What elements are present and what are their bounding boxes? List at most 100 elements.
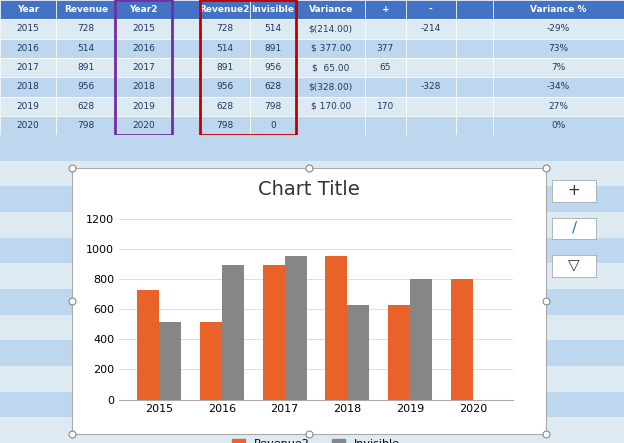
Text: ▽: ▽ bbox=[568, 259, 580, 273]
Bar bbox=[250, 39, 296, 58]
Text: 628: 628 bbox=[265, 82, 281, 91]
Bar bbox=[0, 77, 56, 97]
Bar bbox=[0, 315, 624, 340]
Bar bbox=[493, 0, 624, 19]
Bar bbox=[200, 0, 250, 19]
Bar bbox=[172, 116, 200, 135]
Text: 65: 65 bbox=[379, 63, 391, 72]
Bar bbox=[296, 0, 365, 19]
Bar bbox=[325, 256, 348, 400]
Text: 0: 0 bbox=[270, 121, 276, 130]
Text: -214: -214 bbox=[421, 24, 441, 34]
Text: 2019: 2019 bbox=[17, 101, 39, 111]
Bar bbox=[285, 256, 306, 400]
Bar bbox=[296, 116, 365, 135]
Bar bbox=[115, 0, 172, 19]
Bar bbox=[388, 305, 410, 400]
Text: 27%: 27% bbox=[548, 101, 568, 111]
Text: 2016: 2016 bbox=[17, 44, 39, 53]
Bar bbox=[493, 58, 624, 77]
Bar bbox=[115, 116, 172, 135]
Bar bbox=[456, 116, 493, 135]
Bar bbox=[296, 97, 365, 116]
Bar bbox=[222, 265, 244, 400]
Bar bbox=[115, 97, 172, 116]
Text: 956: 956 bbox=[77, 82, 94, 91]
Text: $(328.00): $(328.00) bbox=[309, 82, 353, 91]
Text: $ 377.00: $ 377.00 bbox=[311, 44, 351, 53]
Text: -34%: -34% bbox=[547, 82, 570, 91]
Bar bbox=[250, 58, 296, 77]
Bar bbox=[0, 417, 624, 443]
Text: $ 170.00: $ 170.00 bbox=[311, 101, 351, 111]
Bar bbox=[365, 97, 406, 116]
Bar bbox=[0, 0, 56, 19]
Text: 891: 891 bbox=[265, 44, 281, 53]
Bar bbox=[250, 116, 296, 135]
Bar bbox=[200, 322, 222, 400]
Bar bbox=[115, 0, 172, 135]
Bar bbox=[115, 39, 172, 58]
Bar bbox=[172, 39, 200, 58]
Bar bbox=[172, 0, 200, 19]
Bar bbox=[56, 39, 115, 58]
Bar bbox=[451, 280, 473, 400]
Bar bbox=[493, 116, 624, 135]
Text: 514: 514 bbox=[77, 44, 94, 53]
Bar bbox=[172, 58, 200, 77]
Bar bbox=[456, 39, 493, 58]
Bar bbox=[200, 116, 250, 135]
Text: -: - bbox=[429, 5, 432, 14]
Bar bbox=[406, 77, 456, 97]
Bar bbox=[406, 97, 456, 116]
Text: +: + bbox=[381, 5, 389, 14]
Bar bbox=[365, 77, 406, 97]
Text: 2016: 2016 bbox=[132, 44, 155, 53]
Text: 2018: 2018 bbox=[17, 82, 39, 91]
Bar bbox=[365, 58, 406, 77]
Text: 2015: 2015 bbox=[132, 24, 155, 34]
Text: 170: 170 bbox=[377, 101, 394, 111]
Bar bbox=[115, 77, 172, 97]
Bar bbox=[172, 19, 200, 39]
Bar bbox=[0, 289, 624, 315]
Text: 2019: 2019 bbox=[132, 101, 155, 111]
Text: 377: 377 bbox=[377, 44, 394, 53]
Bar bbox=[172, 77, 200, 97]
Bar bbox=[493, 39, 624, 58]
Bar bbox=[296, 39, 365, 58]
Text: ∕: ∕ bbox=[572, 221, 577, 236]
Text: 7%: 7% bbox=[551, 63, 566, 72]
Text: 2020: 2020 bbox=[132, 121, 155, 130]
Text: 891: 891 bbox=[216, 63, 233, 72]
Text: 728: 728 bbox=[77, 24, 94, 34]
Bar bbox=[0, 135, 624, 161]
Bar bbox=[0, 19, 56, 39]
Text: Year2: Year2 bbox=[129, 5, 158, 14]
Text: 0%: 0% bbox=[551, 121, 566, 130]
Bar bbox=[200, 39, 250, 58]
Bar bbox=[493, 97, 624, 116]
Bar bbox=[0, 340, 624, 366]
Text: 2018: 2018 bbox=[132, 82, 155, 91]
Bar bbox=[56, 77, 115, 97]
Bar bbox=[250, 19, 296, 39]
Text: $(214.00): $(214.00) bbox=[309, 24, 353, 34]
Text: 798: 798 bbox=[265, 101, 281, 111]
Text: Invisible: Invisible bbox=[251, 5, 295, 14]
Bar bbox=[410, 280, 432, 400]
Bar bbox=[0, 238, 624, 264]
Bar bbox=[56, 116, 115, 135]
Bar bbox=[56, 97, 115, 116]
Text: 798: 798 bbox=[77, 121, 94, 130]
Text: $  65.00: $ 65.00 bbox=[312, 63, 349, 72]
Bar bbox=[56, 58, 115, 77]
Bar bbox=[0, 58, 56, 77]
Legend: Revenue2, Invisible: Revenue2, Invisible bbox=[227, 434, 405, 443]
Bar bbox=[56, 0, 115, 19]
Bar bbox=[200, 77, 250, 97]
Bar bbox=[137, 290, 159, 400]
Bar bbox=[365, 0, 406, 19]
Text: Chart Title: Chart Title bbox=[258, 180, 360, 199]
Bar bbox=[406, 58, 456, 77]
